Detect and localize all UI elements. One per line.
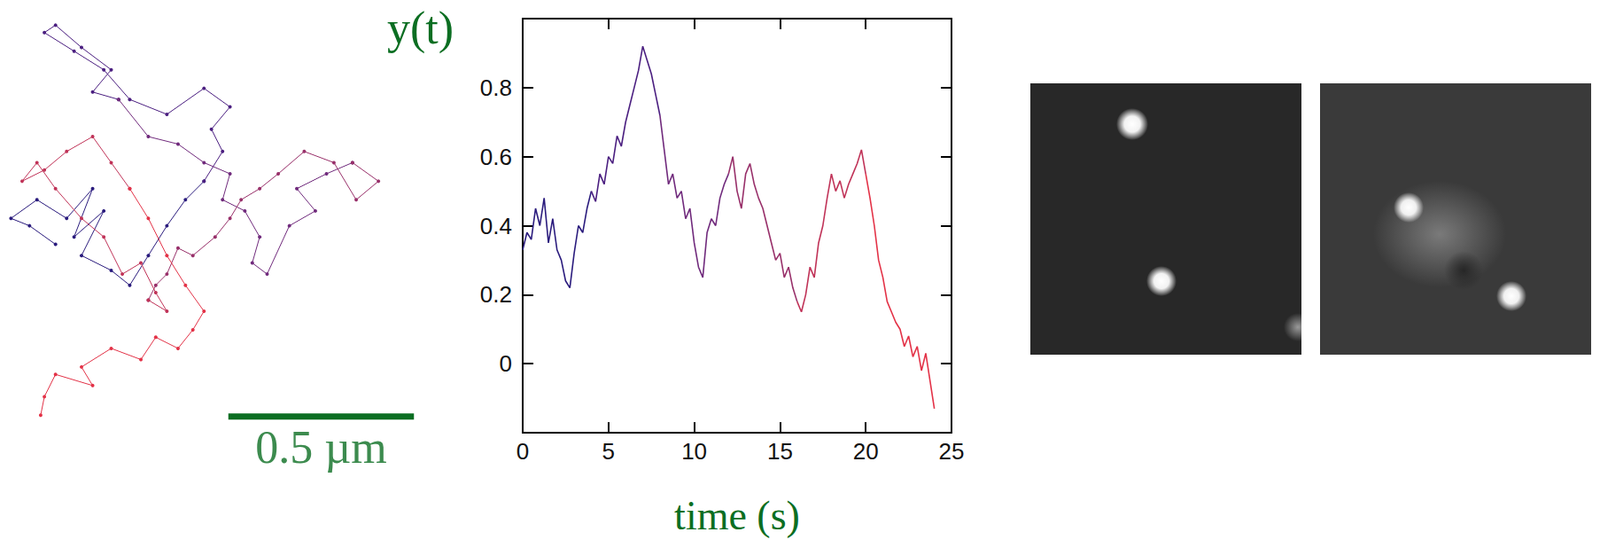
svg-text:10: 10 xyxy=(681,437,707,465)
svg-text:5: 5 xyxy=(602,437,615,465)
svg-text:0.4: 0.4 xyxy=(480,212,513,240)
svg-text:20: 20 xyxy=(853,437,879,465)
svg-text:time (s): time (s) xyxy=(674,492,800,538)
svg-text:0: 0 xyxy=(516,437,529,465)
svg-text:25: 25 xyxy=(939,437,965,465)
svg-text:0.5 µm: 0.5 µm xyxy=(255,421,387,473)
svg-text:y(t): y(t) xyxy=(387,2,454,55)
svg-text:0: 0 xyxy=(499,349,513,377)
svg-text:0.8: 0.8 xyxy=(480,74,513,101)
svg-text:0.2: 0.2 xyxy=(480,280,513,308)
svg-text:15: 15 xyxy=(767,437,793,465)
svg-text:0.6: 0.6 xyxy=(480,143,513,171)
